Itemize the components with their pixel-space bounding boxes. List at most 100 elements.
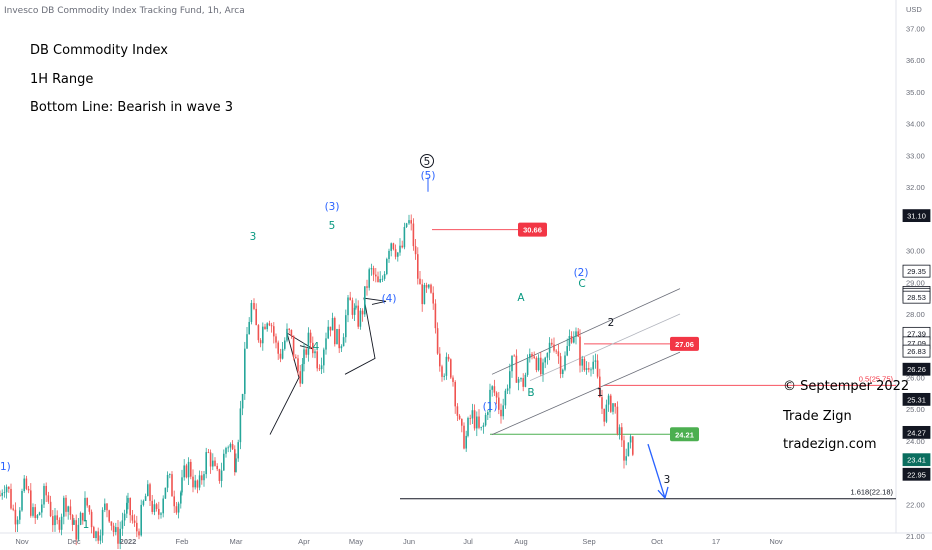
candle-body [461,418,463,426]
candle-body [255,308,257,326]
candle-body [506,388,509,391]
candle-body [359,310,362,327]
wave-label: 2 [608,317,615,329]
candle-body [27,488,30,491]
price-marker-box[interactable] [902,453,931,467]
price-marker-box[interactable] [902,209,931,223]
y-tick-label: 25.00 [906,405,925,414]
candle-body [517,379,520,383]
wave-label: (5) [421,170,436,182]
price-marker-box[interactable] [902,290,931,304]
candle-body [21,490,23,511]
candle-body [140,504,142,536]
candle-body [144,496,147,501]
price-marker-box[interactable] [902,362,931,376]
candle-body [43,485,45,505]
price-marker-box[interactable] [902,425,931,439]
x-tick-label: May [349,537,363,546]
candle-body [430,284,432,293]
candle-body [412,223,415,247]
candle-body [97,531,99,541]
note-bottom-line: Bottom Line: Bearish in wave 3 [30,100,234,115]
y-tick-label: 37.00 [906,24,925,33]
wave-label: 1 [83,519,90,531]
candle-body [607,395,610,405]
candle-body [372,268,375,275]
candle-body [573,336,575,343]
wave-label: 5 [329,220,336,232]
candle-body [136,522,138,532]
level-label-box [670,336,699,351]
price-marker-text: 31.10 [907,212,926,221]
candle-body [515,355,518,383]
candle-body [41,504,43,513]
candle-body [164,487,167,499]
candle-body [454,381,456,407]
price-marker-text: 25.31 [907,395,926,404]
projection-arrow [647,443,666,499]
plot-area[interactable] [0,0,896,533]
price-marker-text: 27.09 [907,339,926,348]
candle-body [349,297,351,301]
candle-body [316,351,318,369]
candle-body [559,356,562,374]
candle-body [531,353,533,357]
candle-body [192,476,194,488]
symbol-title[interactable]: Invesco DB Commodity Index Tracking Fund… [4,6,245,16]
projection-arrow-head [657,486,669,500]
candle-body [181,477,183,493]
candle-body [73,520,75,525]
candle-body [225,447,227,454]
channel-middle [529,313,681,382]
candle-body [279,353,282,359]
y-tick-label: 22.00 [906,500,925,509]
candle-body [364,286,366,315]
note-timeframe: 1H Range [30,72,94,87]
candle-body [88,505,91,512]
candle-body [489,389,491,413]
y-tick-label: 30.00 [906,247,925,256]
candle-body [138,531,140,536]
candle-body [270,325,273,327]
candle-body [502,405,504,417]
price-marker-box[interactable] [902,344,931,358]
candle-body [301,364,304,384]
candle-body [419,278,421,285]
candle-body [1,492,3,496]
candle-body [403,226,406,248]
candle-body [318,368,321,370]
candle-body [16,519,19,525]
wave-label: (1) [483,401,498,413]
x-tick-label: Apr [298,537,310,546]
candle-body [90,511,93,528]
note-title: DB Commodity Index [30,43,168,58]
price-marker-text: 23.41 [907,456,926,465]
author-text: Trade Zign [783,409,852,424]
x-tick-label: Feb [176,537,189,546]
candle-body [329,326,332,331]
candle-body [275,336,277,343]
candle-body [239,408,242,443]
candle-body [69,506,72,516]
price-marker-box[interactable] [902,467,931,481]
price-marker-box[interactable] [902,392,931,406]
candle-body [353,307,356,315]
candle-body [173,496,175,507]
candle-body [388,250,390,259]
candle-body [570,336,573,343]
price-marker-box[interactable] [902,264,931,278]
candle-body [216,465,218,470]
candle-body [0,494,1,496]
y-axis[interactable]: 37.0036.0035.0034.0033.0032.0031.0030.00… [902,5,931,541]
candle-body [465,435,467,449]
candle-body [592,361,594,370]
candle-body [366,286,368,288]
y-tick-label: 34.00 [906,120,925,129]
candle-body [498,397,500,410]
candle-body [476,416,478,429]
wave-label: 1 [597,387,604,399]
candle-body [568,336,571,347]
x-axis[interactable]: Nov Dec 2022 Feb Mar Apr May Jun Jul Aug Sep Oct 17 N… [15,537,783,546]
